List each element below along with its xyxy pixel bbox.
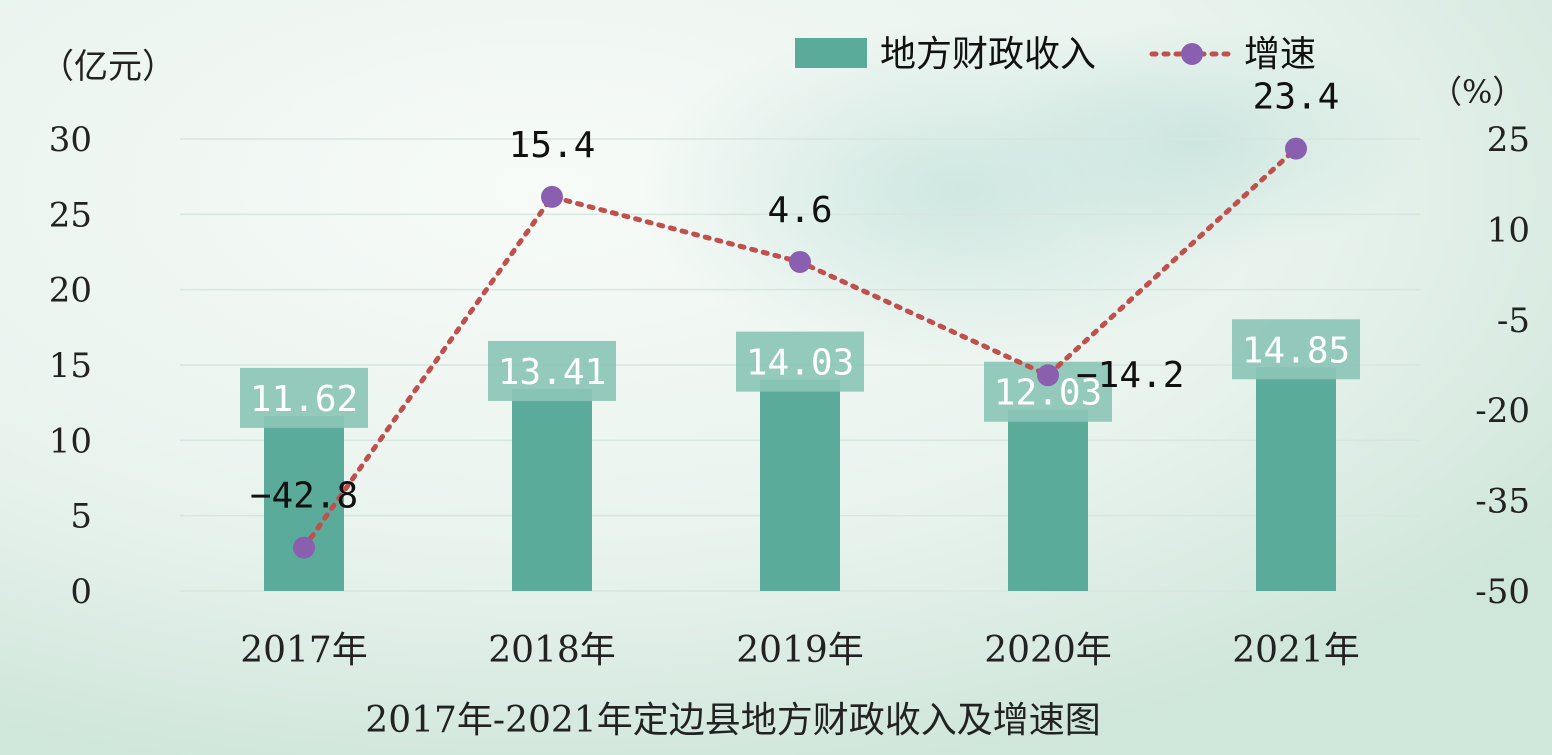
right-axis-tick-label: 25 <box>1487 120 1530 160</box>
bar-data-label: 14.03 <box>746 343 854 384</box>
bar <box>760 379 840 591</box>
left-axis-tick-label: 15 <box>49 346 92 386</box>
bar-data-label-box <box>1232 319 1360 380</box>
x-axis-tick-label: 2020年 <box>984 630 1112 671</box>
legend-bar-swatch <box>795 38 867 68</box>
axis-labels: 0 5 10 15 20 25 30 -50 -35 -20 -5 10 25 2017年 2018年 201… <box>49 120 1530 671</box>
right-axis-tick-label: -35 <box>1475 482 1530 522</box>
line-point <box>789 250 811 273</box>
left-axis-tick-label: 30 <box>49 120 92 160</box>
x-axis-tick-label: 2019年 <box>736 630 864 671</box>
bar-data-label-box <box>736 331 864 392</box>
left-axis-tick-label: 25 <box>49 195 92 235</box>
line-point <box>293 536 315 559</box>
x-axis-tick-label: 2017年 <box>240 630 368 671</box>
right-axis-tick-label: -50 <box>1475 572 1530 612</box>
line-series: −42.8 15.4 4.6 −14.2 23.4 <box>250 77 1340 559</box>
bar <box>1256 367 1336 591</box>
right-axis-tick-label: 10 <box>1487 210 1530 250</box>
right-axis-tick-label: -20 <box>1475 391 1530 431</box>
left-axis-tick-label: 10 <box>49 421 92 461</box>
legend: 地方财政收入 增速 <box>795 34 1316 75</box>
line-point <box>1285 137 1307 160</box>
line-data-label: 23.4 <box>1253 77 1340 118</box>
bar-data-label-box <box>488 340 616 401</box>
bar <box>512 388 592 591</box>
legend-line-marker <box>1181 43 1203 65</box>
line-point <box>1037 364 1059 387</box>
legend-bar-label: 地方财政收入 <box>880 34 1096 75</box>
right-axis-tick-label: -5 <box>1497 301 1530 341</box>
line-data-label: −42.8 <box>250 476 358 517</box>
right-axis-unit: （%） <box>1430 73 1524 111</box>
x-axis-tick-label: 2021年 <box>1232 630 1360 671</box>
bar-data-label-box <box>240 367 368 428</box>
legend-line-label: 增速 <box>1244 34 1316 75</box>
bar <box>264 415 344 591</box>
bar <box>1008 409 1088 591</box>
left-axis-unit: （亿元） <box>40 47 176 87</box>
line-data-label: −14.2 <box>1076 355 1184 396</box>
bar-data-label: 11.62 <box>250 379 358 420</box>
line-data-label: 15.4 <box>509 125 596 166</box>
left-axis-tick-label: 20 <box>49 271 92 311</box>
left-axis-tick-label: 0 <box>70 572 92 612</box>
bar-data-label: 13.41 <box>498 352 606 393</box>
bar-data-label: 14.85 <box>1242 330 1350 371</box>
line-point <box>541 185 563 208</box>
x-axis-tick-label: 2018年 <box>488 630 616 671</box>
background-map-shape <box>980 20 1420 260</box>
left-axis-tick-label: 5 <box>70 497 92 537</box>
chart-title: 2017年-2021年定边县地方财政收入及增速图 <box>365 700 1100 741</box>
bar-series <box>264 367 1336 591</box>
line-data-label: 4.6 <box>767 190 832 231</box>
